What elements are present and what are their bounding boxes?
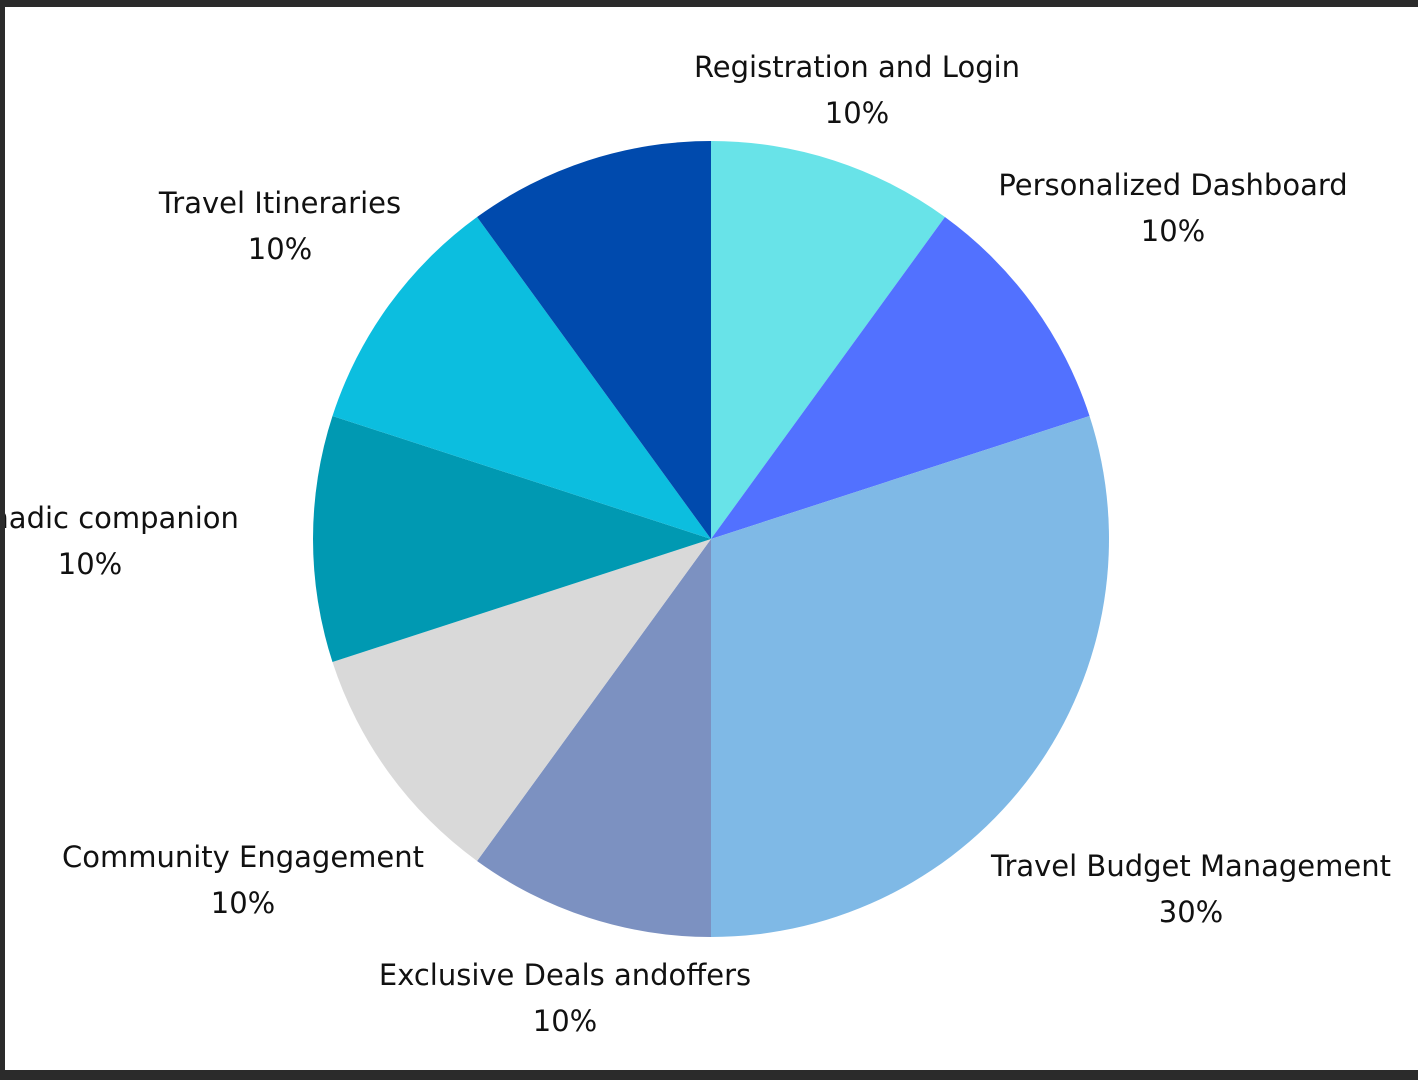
slice-percent-personalized-dashboard: 10%	[1141, 214, 1205, 248]
pie-slice-personalized-dashboard	[711, 217, 1090, 539]
slice-percent-travel-itineraries: 10%	[248, 232, 312, 266]
slice-percent-exclusive-deals-andoffers: 10%	[533, 1004, 597, 1038]
pie-slice-nomadic-companion	[313, 416, 711, 662]
pie-slice-unlabeled-7	[477, 141, 711, 539]
slice-label-travel-itineraries: Travel Itineraries	[158, 186, 401, 220]
pie-slice-community-engagement	[332, 539, 711, 861]
slice-label-exclusive-deals-andoffers: Exclusive Deals andoffers	[379, 958, 751, 992]
slice-percent-travel-budget-management: 30%	[1159, 895, 1223, 929]
pie-slice-travel-itineraries	[332, 217, 711, 539]
pie-slice-exclusive-deals-andoffers	[477, 539, 711, 937]
pie-slices	[313, 141, 1109, 937]
slice-label-community-engagement: Community Engagement	[62, 840, 424, 874]
slice-percent-registration-and-login: 10%	[825, 96, 889, 130]
chart-canvas: Registration and Login 10% Personalized Da…	[5, 7, 1418, 1070]
slice-label-travel-budget-management: Travel Budget Management	[990, 849, 1391, 883]
slice-percent-nomadic-companion: 10%	[58, 547, 122, 581]
pie-slice-travel-budget-management	[711, 416, 1109, 937]
slice-label-personalized-dashboard: Personalized Dashboard	[998, 168, 1347, 202]
slice-label-nomadic-companion: Nomadic companion	[5, 501, 239, 535]
pie-slice-registration-and-login	[711, 141, 945, 539]
pie-labels: Registration and Login 10% Personalized Da…	[5, 50, 1391, 1038]
slice-percent-community-engagement: 10%	[211, 886, 275, 920]
pie-chart: Registration and Login 10% Personalized Da…	[5, 50, 1391, 1038]
slice-label-registration-and-login: Registration and Login	[694, 50, 1020, 84]
